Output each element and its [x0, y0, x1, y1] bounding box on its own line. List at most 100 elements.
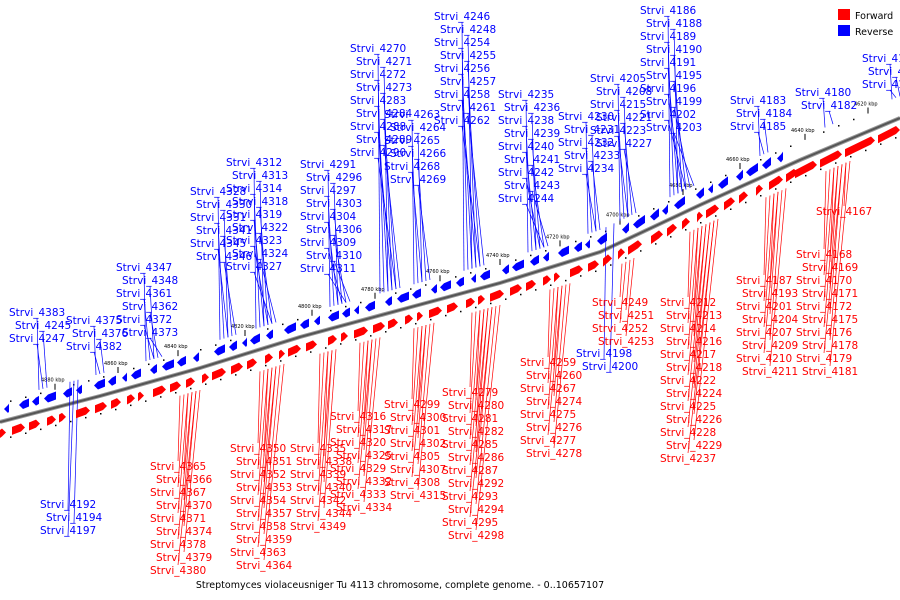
gene-label: Strvi_4233	[564, 150, 620, 162]
gene-label: Strvi_4196	[640, 83, 697, 95]
minor-tick	[445, 314, 447, 317]
gene-label: Strvi_4186	[640, 5, 697, 17]
minor-tick	[88, 380, 90, 382]
gene-label: Strvi_4195	[646, 70, 702, 82]
reverse-gene-arrow	[512, 259, 524, 272]
leader-line	[625, 257, 635, 337]
gene-label: Strvi_4177	[862, 79, 900, 91]
reverse-gene-arrow	[131, 368, 141, 380]
gene-label: Strvi_4342	[290, 495, 346, 507]
gene-label: Strvi_4286	[448, 452, 505, 464]
leader-line	[667, 93, 683, 192]
leader-line	[257, 368, 269, 496]
leader-line	[823, 171, 827, 250]
reverse-gene-arrow	[214, 344, 225, 356]
forward-gene-arrow	[186, 377, 195, 388]
gene-label: Strvi_4309	[300, 237, 356, 249]
gene-label: Strvi_4204	[742, 314, 799, 326]
gene-label: Strvi_4347	[116, 262, 172, 274]
leader-line	[525, 125, 533, 252]
minor-tick	[163, 359, 165, 361]
forward-gene-arrow	[447, 302, 458, 314]
leader-line	[603, 227, 607, 360]
gene-label: Strvi_4282	[448, 426, 504, 438]
leader-line	[36, 343, 44, 389]
leader-line	[469, 310, 481, 440]
leader-line	[757, 131, 765, 155]
leader-line	[257, 367, 273, 522]
minor-tick	[545, 250, 547, 252]
reverse-gene-arrow	[585, 239, 590, 249]
gene-label: Strvi_4276	[526, 422, 583, 434]
gene-label: Strvi_4201	[736, 301, 792, 313]
leader-line	[461, 73, 473, 269]
forward-gene-arrow	[127, 394, 135, 405]
forward-gene-arrow	[724, 197, 735, 211]
minor-tick	[505, 298, 507, 300]
gene-label: Strvi_4374	[156, 526, 213, 538]
gene-label: Strvi_4312	[226, 157, 282, 169]
minor-tick	[85, 416, 87, 419]
gene-label: Strvi_4285	[442, 439, 498, 451]
forward-gene-arrow	[466, 297, 475, 309]
gene-label: Strvi_4363	[230, 547, 286, 559]
gene-label: Strvi_4194	[46, 512, 103, 524]
gene-label: Strvi_4297	[300, 185, 356, 197]
gene-label: Strvi_4275	[520, 409, 576, 421]
gene-label: Strvi_4254	[434, 37, 491, 49]
gene-label: Strvi_4188	[646, 18, 702, 30]
leader-line	[67, 381, 71, 511]
reverse-gene-arrow	[385, 296, 392, 307]
minor-tick	[175, 392, 177, 394]
leader-line	[475, 304, 501, 531]
leader-line	[667, 119, 687, 190]
gene-label: Strvi_4222	[660, 375, 716, 387]
leader-line	[383, 118, 397, 290]
reverse-gene-arrow	[108, 375, 116, 386]
forward-gene-arrow	[756, 184, 763, 196]
minor-tick	[515, 259, 517, 261]
gene-label: Strvi_4200	[582, 361, 638, 373]
tick-label: 4760 kbp	[426, 269, 450, 275]
leader-line	[895, 76, 900, 97]
leader-line	[617, 83, 621, 221]
reverse-gene-arrow	[777, 151, 783, 163]
forward-gene-arrow	[279, 349, 285, 360]
gene-label: Strvi_4229	[666, 440, 722, 452]
leader-line	[687, 222, 711, 428]
gene-label: Strvi_4253	[598, 336, 654, 348]
minor-tick	[475, 306, 477, 309]
reverse-gene-arrow	[193, 352, 199, 362]
gene-label: Strvi_4298	[448, 530, 504, 542]
gene-label: Strvi_4179	[796, 353, 852, 365]
minor-tick	[715, 215, 717, 217]
leader-line	[253, 245, 269, 325]
minor-tick	[345, 305, 347, 308]
tick-label: 4700 kbp	[606, 213, 630, 219]
tick-label: 4660 kbp	[726, 157, 750, 163]
leader-line	[99, 338, 105, 373]
leader-line	[585, 173, 597, 232]
forward-gene-arrow	[47, 415, 56, 426]
leader-line	[417, 158, 427, 282]
reverse-gene-arrow	[674, 196, 685, 210]
minor-tick	[145, 400, 147, 402]
leader-line	[531, 164, 545, 248]
minor-tick	[590, 236, 592, 238]
reverse-gene-arrow	[300, 318, 309, 329]
forward-gene-arrow	[29, 419, 40, 431]
reverse-gene-arrow	[597, 232, 607, 245]
gene-label: Strvi_4301	[384, 425, 440, 437]
leader-line	[323, 350, 333, 483]
gene-label: Strvi_4209	[742, 340, 798, 352]
reverse-gene-arrow	[431, 284, 437, 294]
minor-tick	[295, 355, 297, 358]
leader-line	[253, 271, 273, 324]
leader-line	[143, 272, 147, 362]
gene-label: Strvi_4173	[862, 53, 900, 65]
gene-label: Strvi_4314	[226, 183, 283, 195]
forward-gene-arrow	[554, 272, 560, 283]
leader-line	[469, 311, 477, 414]
gene-label: Strvi_4364	[236, 560, 293, 572]
forward-gene-arrow	[95, 402, 107, 414]
